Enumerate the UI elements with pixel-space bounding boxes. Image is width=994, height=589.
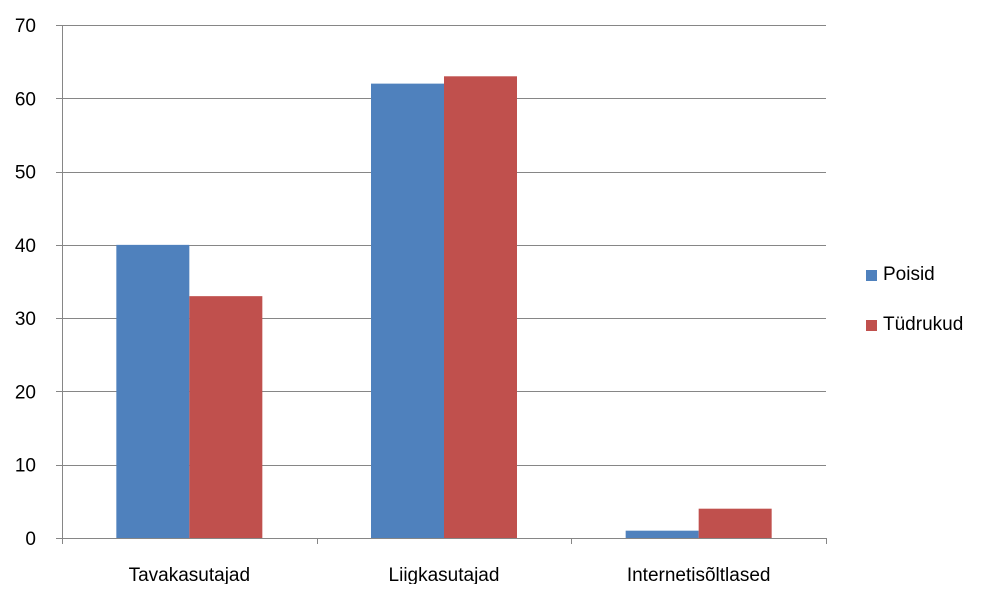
legend: Poisid Tüdrukud bbox=[866, 262, 963, 362]
y-tick-label-10: 10 bbox=[15, 456, 36, 477]
y-tick-label-50: 50 bbox=[15, 163, 36, 184]
y-tick-label-40: 40 bbox=[15, 236, 36, 257]
legend-item-tudrukud: Tüdrukud bbox=[866, 312, 963, 338]
bar-tüdrukud-1 bbox=[444, 76, 517, 539]
x-tick-label-1: Liigkasutajad bbox=[389, 565, 500, 584]
x-tick-label-0: Tavakasutajad bbox=[129, 565, 250, 584]
y-tick-label-60: 60 bbox=[15, 89, 36, 110]
tick-labels: 0 10 20 30 40 50 60 70 Tavakasutajad Liigkasutaja… bbox=[15, 16, 771, 586]
y-tick-label-20: 20 bbox=[15, 382, 36, 403]
legend-label-tudrukud: Tüdrukud bbox=[883, 314, 964, 335]
bar-poisid-1 bbox=[371, 83, 444, 538]
y-tick-label-30: 30 bbox=[15, 309, 36, 330]
legend-swatch-tudrukud bbox=[866, 319, 877, 331]
x-tick-label-2: Internetisõltlased bbox=[627, 565, 771, 584]
axes bbox=[56, 25, 827, 544]
legend-swatch-poisid bbox=[866, 269, 877, 281]
bar-poisid-2 bbox=[625, 530, 699, 538]
legend-label-poisid: Poisid bbox=[883, 264, 935, 285]
y-tick-label-70: 70 bbox=[15, 16, 36, 37]
bar-poisid-0 bbox=[116, 244, 190, 538]
legend-item-poisid: Poisid bbox=[866, 262, 963, 288]
bar-tüdrukud-2 bbox=[698, 508, 772, 538]
bar-tüdrukud-0 bbox=[189, 296, 263, 538]
y-tick-label-0: 0 bbox=[25, 529, 36, 550]
bars bbox=[116, 76, 772, 539]
